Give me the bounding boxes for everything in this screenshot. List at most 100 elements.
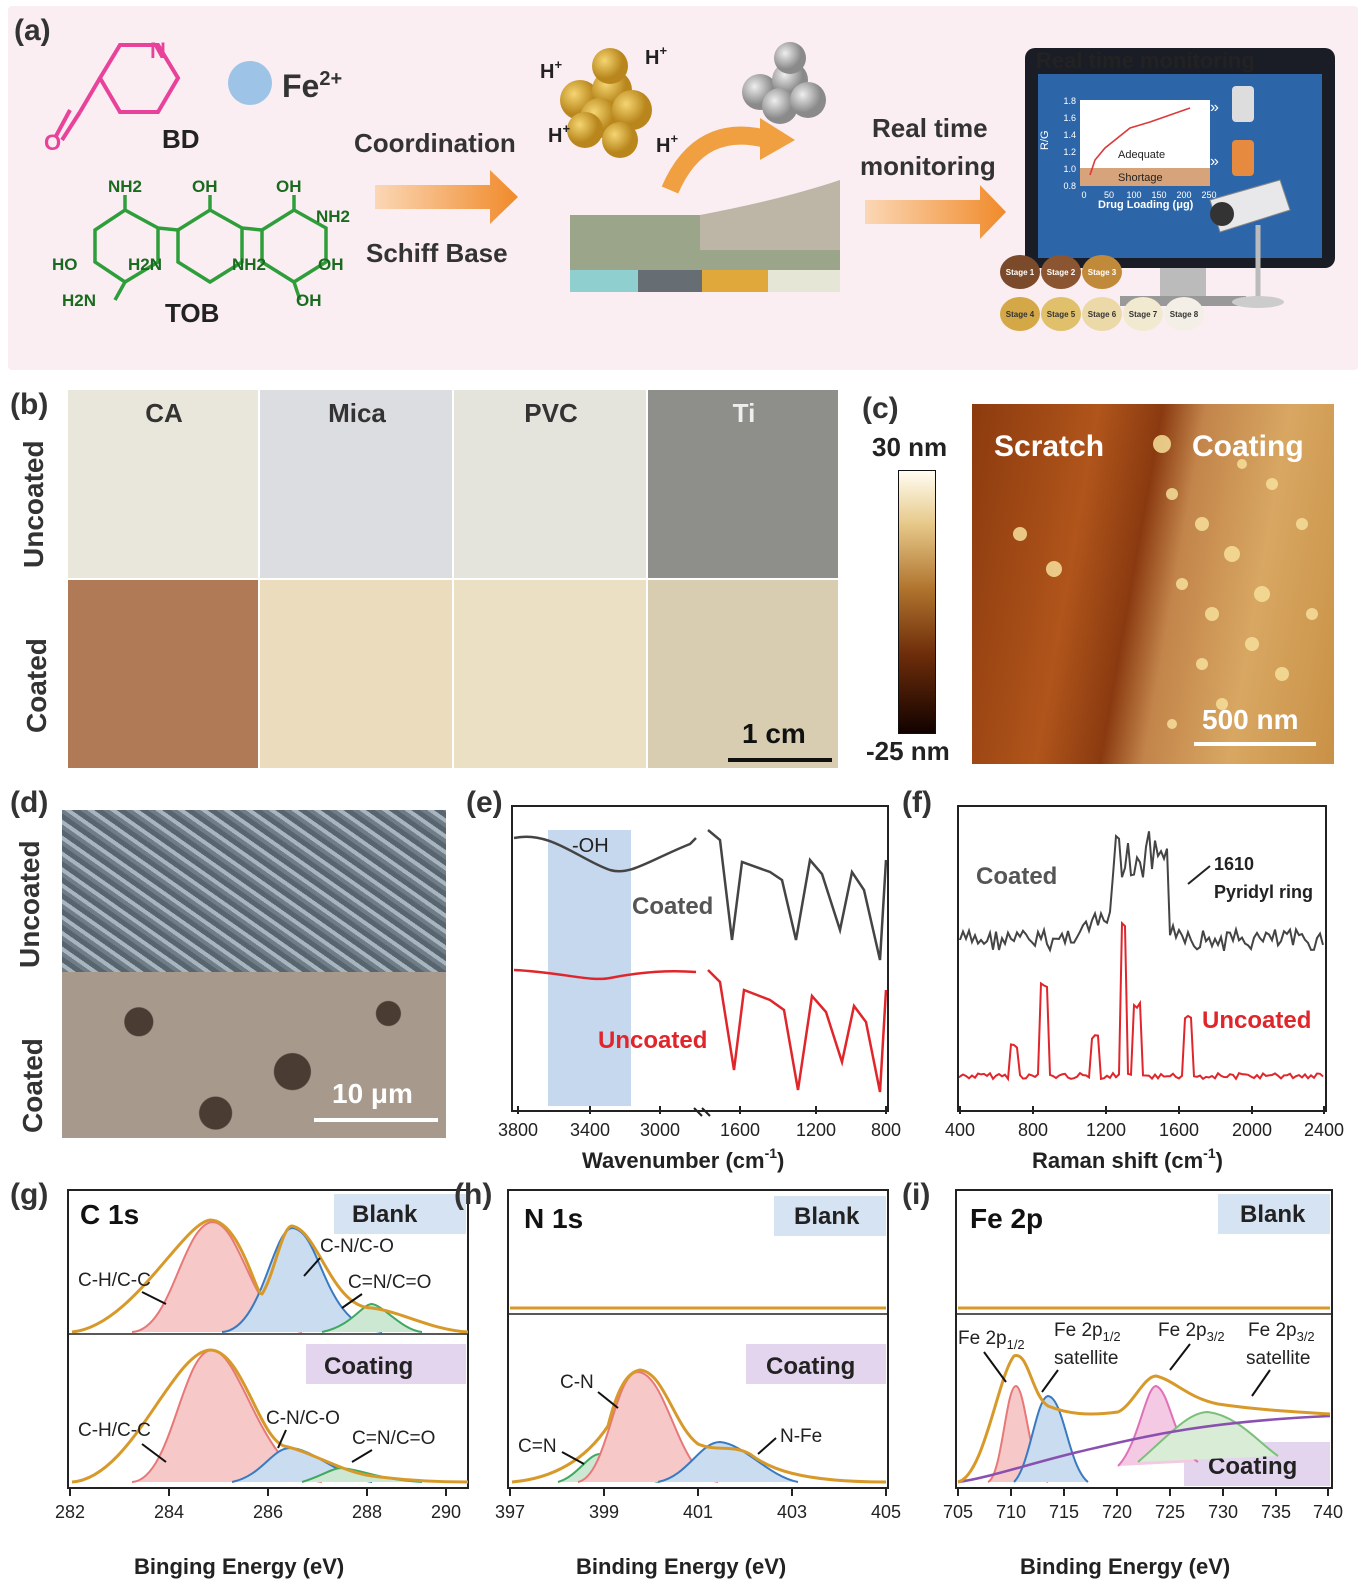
schiff-base-label: Schiff Base <box>366 238 508 268</box>
ftir-frame <box>511 805 889 1112</box>
blank-tag-h <box>774 1196 886 1236</box>
ftir-x-tick: 1200 <box>796 1120 836 1140</box>
inset-x-tick: 250 <box>1201 190 1216 200</box>
inset-y-tick: 1.0 <box>1063 164 1076 174</box>
tob-molecule <box>93 195 328 301</box>
svg-text:Fe2+: Fe2+ <box>282 68 342 104</box>
fe2p-x-tick: 720 <box>1102 1502 1132 1522</box>
panel-i-label: (i) <box>902 1178 931 1211</box>
row-label-uncoated: Uncoated <box>18 440 49 568</box>
tob-h2n-2: H2N <box>62 291 96 310</box>
ftir-x-tick: 3400 <box>570 1120 610 1140</box>
c1s-title: C 1s <box>80 1199 139 1230</box>
tob-nh2-2: NH2 <box>316 207 350 226</box>
panel-b-label: (b) <box>10 388 49 421</box>
panel-c-label: (c) <box>862 392 899 425</box>
raman-frame <box>957 805 1327 1112</box>
stage-swatch <box>1000 297 1040 331</box>
hplus-2: H+ <box>645 43 667 69</box>
inset-x-tick: 150 <box>1151 190 1166 200</box>
row-label-coated: Coated <box>21 638 52 733</box>
gray-nanocluster-icon <box>742 42 826 124</box>
n1s-xlabel: Binding Energy (eV) <box>576 1554 786 1579</box>
n1s-title: N 1s <box>524 1203 583 1234</box>
coated-ti-swatch <box>648 580 838 768</box>
inset-y-tick: 1.4 <box>1063 130 1076 140</box>
stage-swatch <box>1123 297 1163 331</box>
uncoated-ti-swatch <box>648 390 838 578</box>
arrow-1-icon <box>375 170 518 224</box>
uncoated-mica-swatch <box>260 390 452 578</box>
tob-oh-3: OH <box>318 255 344 274</box>
inset-x-ticks: 0 50 100 150 200 250 <box>1081 190 1216 200</box>
uncoated-pvc-swatch <box>454 390 646 578</box>
coated-spectrum-right <box>707 829 888 961</box>
tob-nh2-1: NH2 <box>108 177 142 196</box>
fe2p-x-tick: 730 <box>1208 1502 1238 1522</box>
stage-label: Stage 2 <box>1047 268 1076 277</box>
inset-x-tick: 100 <box>1126 190 1141 200</box>
peak-pointer-icon <box>1187 865 1211 885</box>
raman-xlabel: Raman shift (cm-1) <box>1032 1145 1223 1173</box>
raman-x-tick: 800 <box>1018 1120 1048 1140</box>
stage-swatch <box>1041 255 1081 289</box>
oh-band-label: -OH <box>572 835 609 857</box>
envelope-blank-g <box>71 1218 469 1334</box>
fe12-label: Fe 2p1/2 <box>958 1328 1025 1352</box>
c1s-x-ticks: 282 284 286 288 290 <box>55 1488 461 1522</box>
coated-mica-swatch <box>260 580 452 768</box>
uncoated-ca-swatch <box>68 390 258 578</box>
fe-charge: 2+ <box>319 68 342 90</box>
ftir-x-ticks: 3800 3400 3000 1600 1200 800 <box>498 1106 901 1140</box>
stage-label: Stage 4 <box>1006 310 1035 319</box>
baseline-i <box>957 1414 1331 1484</box>
tob-oh-1: OH <box>192 177 218 196</box>
stage-swatch <box>1041 297 1081 331</box>
coated-raman-spectrum <box>959 831 1324 953</box>
raman-x-tick: 1200 <box>1086 1120 1126 1140</box>
coated-spectrum-left <box>513 835 697 873</box>
inset-y-tick: 1.6 <box>1063 113 1076 123</box>
scale-label-b: 1 cm <box>742 718 806 749</box>
fe32-label: Fe 2p3/2 <box>1158 1320 1225 1344</box>
double-chevron-icon-2: » <box>1210 153 1219 170</box>
svg-text:Blank: Blank <box>352 1201 418 1228</box>
afm-particles <box>1013 435 1318 729</box>
row-label-coated-d: Coated <box>17 1038 48 1133</box>
coating-tag-g <box>306 1344 466 1384</box>
panel-h-label: (h) <box>454 1178 493 1211</box>
stage-label: Stage 6 <box>1088 310 1117 319</box>
svg-text:Blank: Blank <box>1240 1201 1306 1228</box>
n1s-x-tick: 405 <box>871 1502 901 1522</box>
raman-x-tick: 400 <box>945 1120 975 1140</box>
uncoated-label-f: Uncoated <box>1202 1007 1311 1034</box>
stage-swatch <box>1164 297 1204 331</box>
c1s-x-tick: 284 <box>154 1502 184 1522</box>
cn-label-coating: C-N/C-O <box>266 1408 340 1429</box>
cdn-peak-blank <box>321 1302 423 1333</box>
fe2p-x-ticks: 705 710 715 720 725 730 735 740 <box>943 1488 1343 1522</box>
phone-alert-icon <box>1232 140 1254 176</box>
uncoated-spectrum-right <box>707 969 888 1093</box>
oh-band-highlight <box>548 830 631 1106</box>
panel-f-label: (f) <box>902 786 932 819</box>
coated-ca-swatch <box>68 580 258 768</box>
ftir-x-tick: 3800 <box>498 1120 538 1140</box>
phone-icon <box>1232 86 1254 122</box>
gold-nanocluster-icon <box>560 48 652 158</box>
fe2p-x-tick: 715 <box>1049 1502 1079 1522</box>
double-chevron-icon: » <box>1210 99 1219 116</box>
substrate-label-ti: Ti <box>732 398 756 428</box>
coating-label: Coating <box>1192 430 1304 463</box>
coating-tag-h <box>746 1344 886 1384</box>
coordination-label: Coordination <box>354 128 516 158</box>
colorbar-bottom-label: -25 nm <box>866 736 950 766</box>
tob-h2n-1: H2N <box>128 255 162 274</box>
stage-color-chart: Stage 1 Stage 2 Stage 3 Stage 4 Stage 5 Stage… <box>1000 255 1204 331</box>
scale-bar-d <box>314 1118 438 1122</box>
n1s-x-ticks: 397 399 401 403 405 <box>495 1488 901 1522</box>
raman-chart: Coated Uncoated 1610 Pyridyl ring 400 800… <box>945 805 1344 1173</box>
ftir-x-tick: 3000 <box>640 1120 680 1140</box>
stage-label: Stage 5 <box>1047 310 1076 319</box>
sem-coated-image <box>62 972 446 1138</box>
